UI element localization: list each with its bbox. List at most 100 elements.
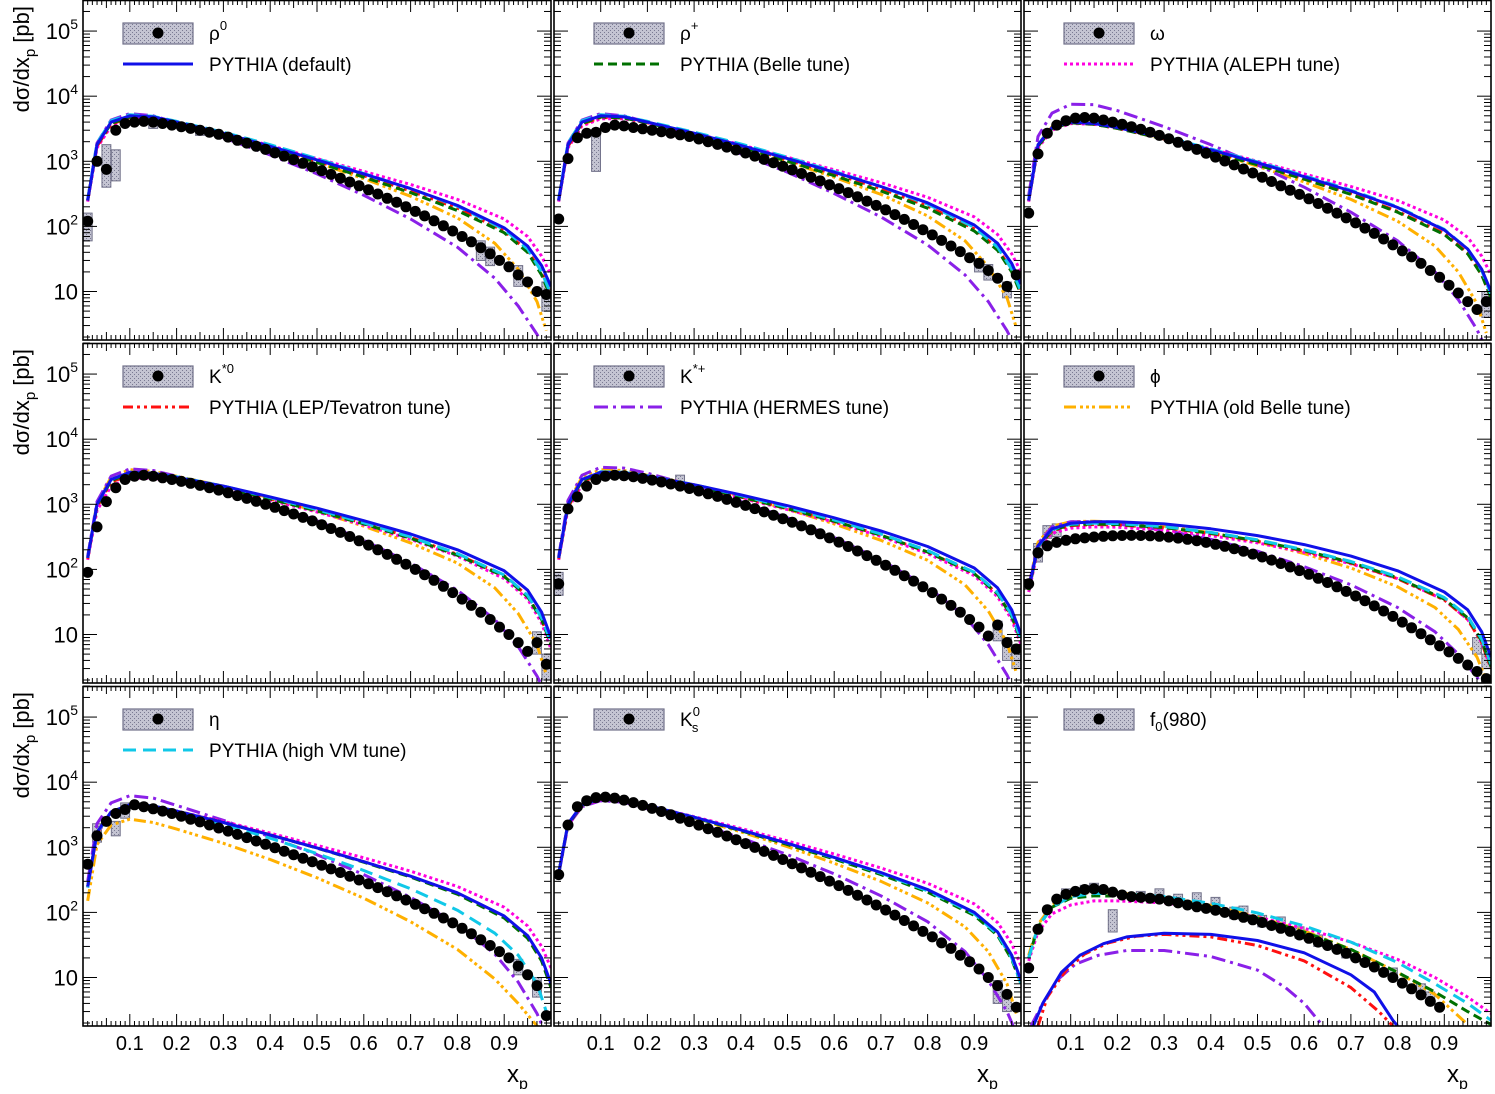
data-point: [119, 804, 131, 815]
data-point: [842, 884, 854, 896]
data-point: [1256, 917, 1268, 928]
legend-marker: [1093, 370, 1105, 382]
x-tick-label: 0.6: [350, 1033, 378, 1055]
data-point: [1010, 269, 1021, 281]
data-point: [1452, 287, 1464, 299]
data-point: [1200, 902, 1212, 914]
data-point: [702, 136, 714, 148]
data-point: [1097, 530, 1109, 542]
legend-label: PYTHIA (default): [209, 55, 352, 76]
data-point: [522, 276, 534, 288]
data-point: [1331, 207, 1343, 219]
data-point: [964, 252, 976, 264]
x-tick-label: 0.1: [116, 1033, 144, 1055]
data-point: [945, 240, 957, 252]
data-point: [571, 801, 583, 813]
legend-label-text: η: [209, 710, 220, 731]
legend-marker: [1093, 713, 1105, 725]
y-tick-exponent: 3: [70, 146, 78, 162]
legend-label-text: K: [680, 367, 693, 388]
curve-default: [557, 114, 1021, 285]
x-axis-title-sub: p: [519, 1076, 528, 1089]
y-tick-base: 10: [46, 84, 70, 109]
legend-label-text: PYTHIA (HERMES tune): [680, 398, 889, 419]
data-point: [609, 792, 621, 804]
x-tick-label: 0.2: [163, 1033, 191, 1055]
data-point: [1228, 909, 1240, 921]
data-point: [503, 261, 515, 273]
data-point: [581, 127, 593, 139]
x-tick-label: 0.6: [820, 1033, 848, 1055]
data-point: [269, 501, 281, 513]
data-point: [1340, 212, 1352, 224]
y-tick-base: 10: [46, 19, 70, 44]
data-point: [1387, 239, 1399, 251]
data-point: [138, 115, 150, 127]
data-point: [908, 575, 920, 587]
y-tick-label: 10: [54, 280, 78, 305]
data-point: [852, 545, 863, 557]
data-point: [157, 472, 169, 484]
data-point: [581, 795, 593, 807]
legend-label-sup: *+: [693, 361, 706, 376]
data-point: [1247, 167, 1259, 179]
data-point: [456, 593, 468, 605]
data-point: [665, 478, 677, 490]
data-point: [599, 470, 611, 482]
x-tick-label: 0.3: [1150, 1033, 1178, 1055]
curve-aleph: [1027, 122, 1491, 276]
data-point: [702, 488, 714, 500]
data-point: [889, 909, 901, 921]
data-point: [1368, 961, 1380, 973]
legend-label-sub: 0: [1155, 719, 1162, 734]
legend-label: ϕ: [1150, 367, 1161, 388]
data-point: [683, 816, 695, 828]
x-tick-label: 0.7: [867, 1033, 895, 1055]
legend-label: PYTHIA (high VM tune): [209, 741, 406, 762]
data-point: [503, 629, 515, 640]
data-point: [1182, 140, 1193, 152]
data-point: [917, 581, 929, 593]
data-point: [129, 470, 140, 482]
data-point: [786, 164, 798, 176]
data-point: [870, 899, 882, 911]
data-point: [297, 852, 309, 864]
y-tick-label: 105: [46, 16, 78, 44]
data-point: [880, 559, 892, 571]
data-point: [203, 819, 215, 831]
data-point: [1331, 943, 1343, 955]
data-point: [1088, 112, 1100, 124]
data-point: [898, 213, 910, 225]
data-point: [590, 126, 602, 138]
data-point: [777, 160, 789, 172]
data-point: [166, 119, 178, 131]
y-tick-base: 10: [54, 966, 78, 991]
data-point: [1051, 893, 1063, 905]
data-point: [1284, 925, 1296, 937]
panel-plot-area: [1024, 102, 1491, 340]
curve-belle: [86, 471, 551, 646]
data-point: [325, 523, 337, 534]
y-tick-base: 10: [46, 362, 70, 387]
y-tick-label: 102: [46, 554, 78, 582]
y-tick-base: 10: [46, 214, 70, 239]
curve-oldbelle: [1027, 119, 1488, 334]
data-point: [363, 184, 374, 196]
curve-oldbelle: [86, 468, 548, 676]
data-point: [241, 137, 253, 149]
data-point: [646, 802, 658, 814]
legend-label: K*+: [680, 361, 705, 388]
data-point: [391, 890, 403, 902]
data-point: [1406, 622, 1418, 634]
data-point: [992, 619, 1004, 631]
data-point: [306, 515, 318, 527]
data-point: [166, 474, 178, 485]
y-tick-base: 10: [46, 900, 70, 925]
data-point: [185, 477, 197, 489]
legend-label-text: ω: [1150, 24, 1165, 45]
data-point: [581, 480, 593, 492]
data-point: [1032, 547, 1044, 559]
data-point: [1079, 884, 1091, 895]
data-point: [1210, 904, 1221, 916]
data-point: [1200, 536, 1212, 548]
